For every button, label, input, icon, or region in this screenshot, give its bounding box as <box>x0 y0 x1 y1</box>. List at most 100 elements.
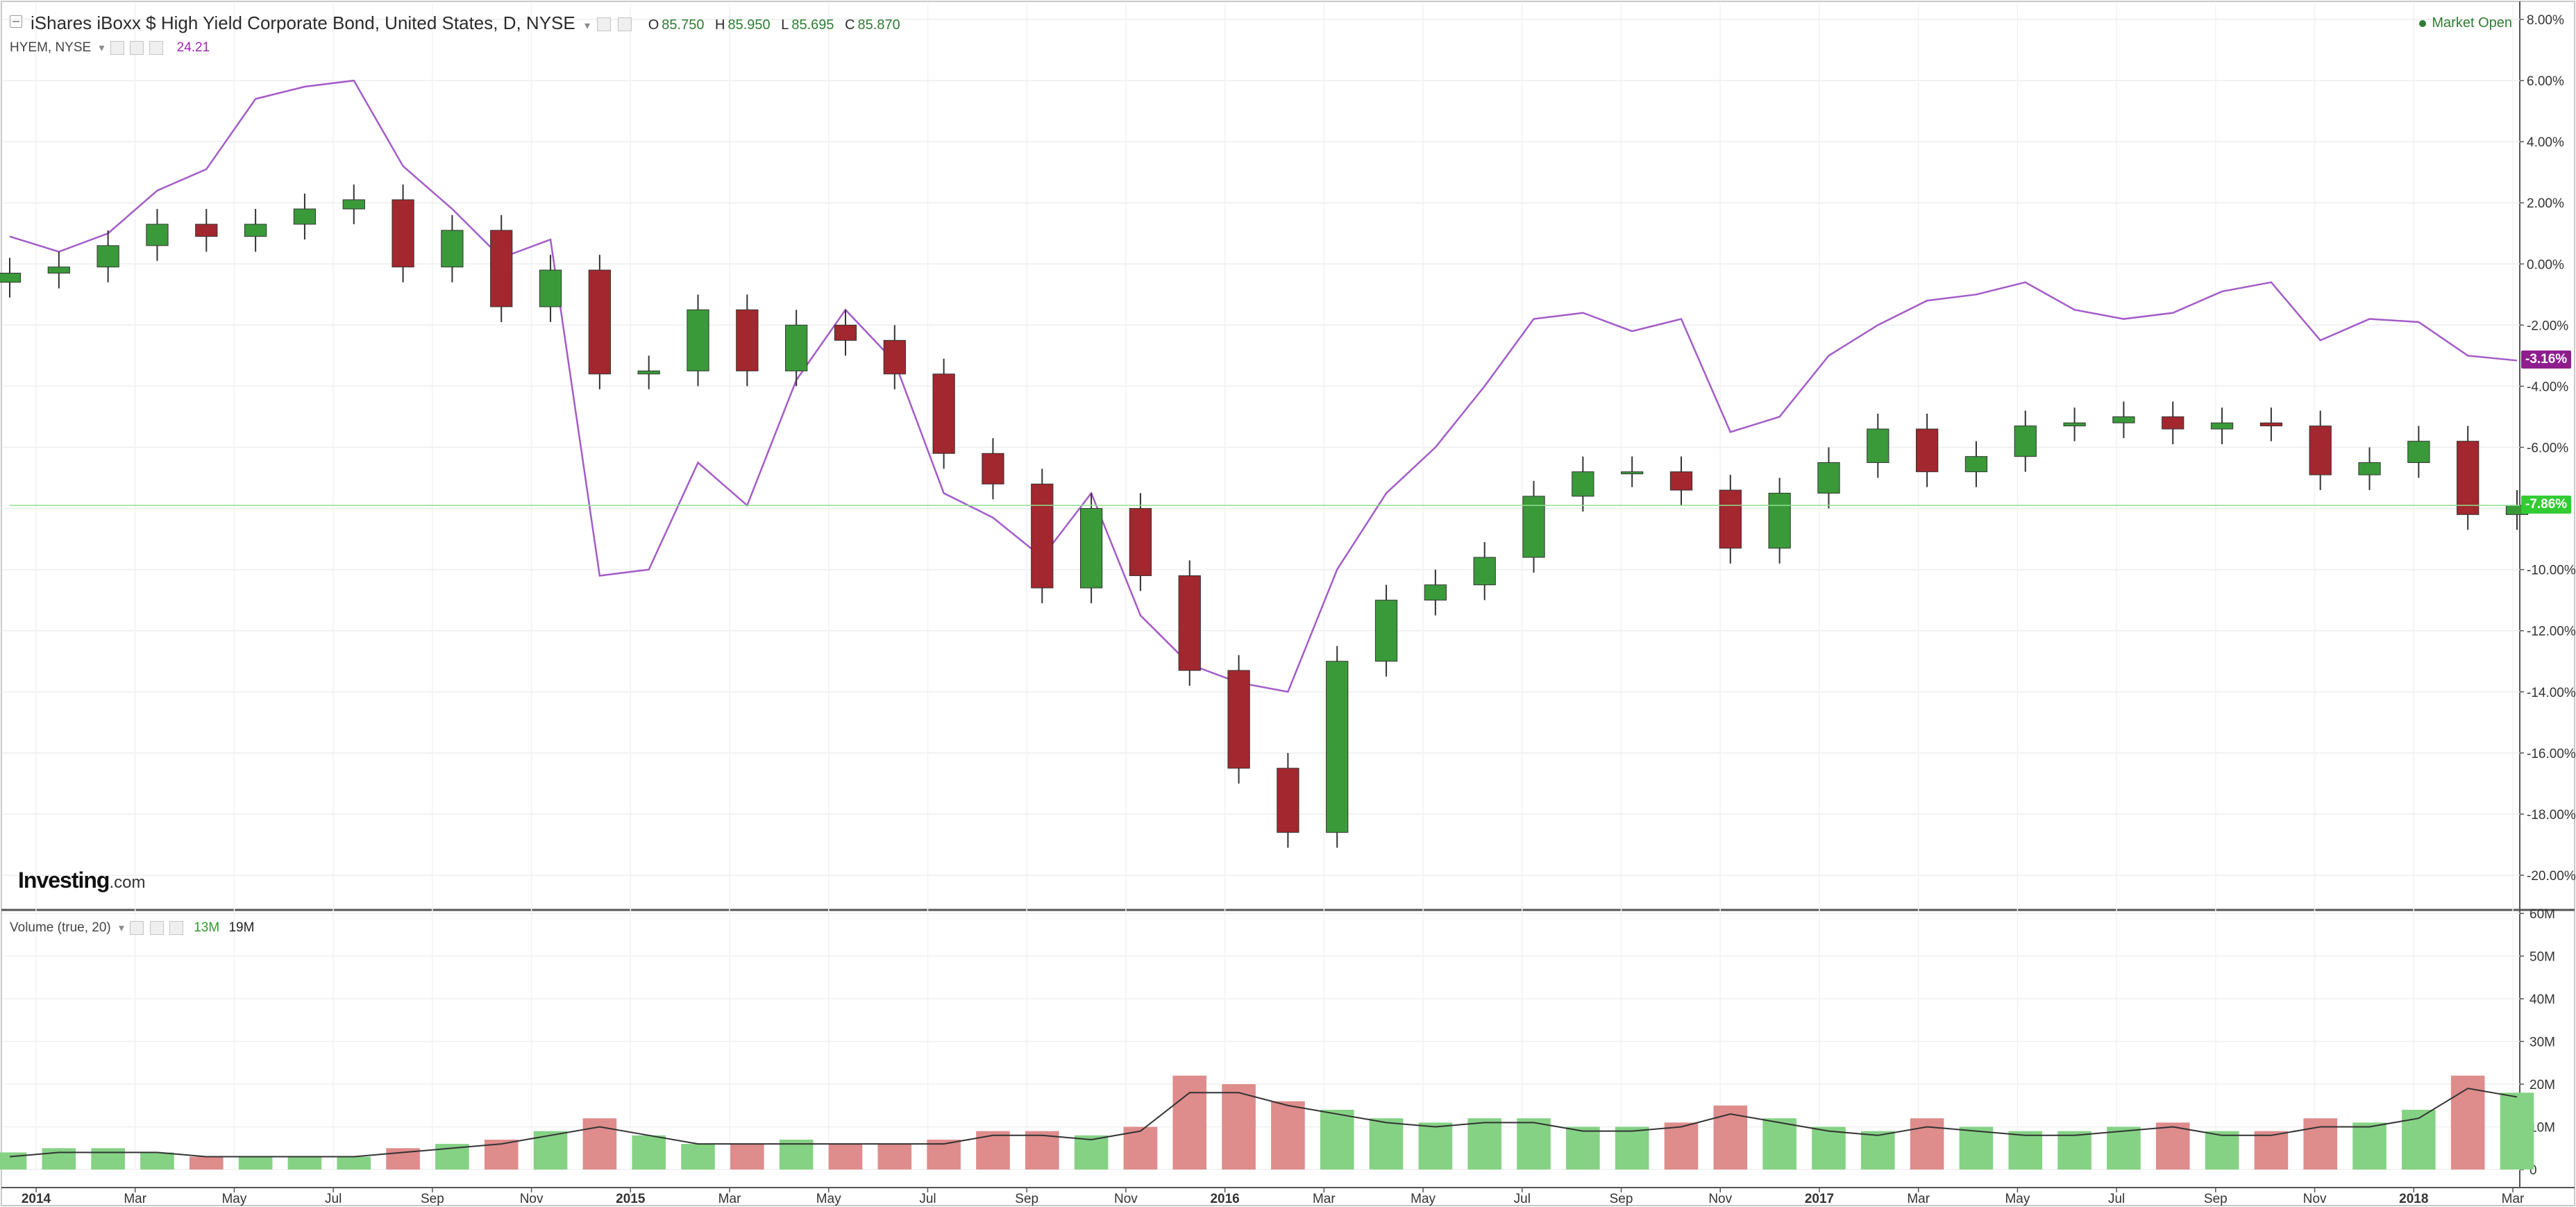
volume-bar <box>1860 1131 1895 1170</box>
candle-body <box>539 269 562 307</box>
volume-bar <box>189 1156 224 1170</box>
volume-tick-label: 0 <box>2529 1163 2537 1178</box>
hide-icon[interactable] <box>130 40 144 55</box>
price-tick-label: -20.00% <box>2527 869 2576 884</box>
time-tick-label: Jul <box>325 1192 342 1206</box>
price-tick-label: -2.00% <box>2527 319 2568 333</box>
volume-bar <box>1910 1118 1944 1170</box>
time-tick-label: Sep <box>421 1192 444 1206</box>
volume-bar <box>681 1144 715 1170</box>
candle-body <box>2014 425 2037 457</box>
candle-body <box>2457 441 2480 515</box>
logo-text: Investing <box>18 868 110 893</box>
status-dot-icon <box>2419 19 2427 27</box>
candle-body <box>1178 575 1201 671</box>
volume-label[interactable]: Volume (true, 20) <box>10 920 111 935</box>
close-icon[interactable] <box>169 920 183 935</box>
header-bar: iShares iBoxx $ High Yield Corporate Bon… <box>31 12 907 34</box>
volume-bar <box>2107 1126 2141 1170</box>
time-tick-label: Mar <box>124 1192 146 1206</box>
candle-body <box>1669 471 1693 491</box>
volume-bar <box>1664 1122 1699 1170</box>
volume-bar <box>877 1144 912 1170</box>
volume-bar <box>337 1156 371 1170</box>
candle-body <box>687 309 709 371</box>
time-tick-label: Jul <box>2108 1192 2125 1206</box>
time-tick-label: 2018 <box>2399 1192 2428 1206</box>
volume-bar <box>828 1144 863 1170</box>
time-tick-label: Nov <box>2303 1192 2327 1206</box>
volume-bar <box>2450 1075 2485 1170</box>
candle-body <box>1374 600 1398 662</box>
candle-body <box>834 324 857 341</box>
volume-bar <box>1025 1131 1059 1170</box>
candle-body <box>1817 462 1840 494</box>
candle-body <box>342 199 365 210</box>
high-value: 85.950 <box>727 17 771 33</box>
candle-body <box>883 339 906 375</box>
time-tick-label: Mar <box>2502 1192 2525 1206</box>
collapse-icon[interactable] <box>10 15 22 28</box>
symbol-title[interactable]: iShares iBoxx $ High Yield Corporate Bon… <box>31 12 575 33</box>
volume-bar <box>632 1135 666 1170</box>
candle-body <box>490 230 513 307</box>
candle-body <box>2210 422 2234 430</box>
price-tick-label: -14.00% <box>2527 686 2576 700</box>
price-tick-label: -12.00% <box>2527 625 2576 639</box>
volume-bar <box>2155 1122 2190 1170</box>
volume-bar <box>1369 1118 1404 1170</box>
candle-body <box>1079 508 1103 589</box>
time-tick-label: 2017 <box>1805 1192 1834 1206</box>
candle-body <box>1522 496 1545 558</box>
volume-bar <box>1418 1122 1453 1170</box>
candle-body <box>932 373 955 454</box>
time-tick-label: May <box>2005 1192 2030 1206</box>
volume-bar <box>927 1139 961 1170</box>
time-tick-label: May <box>1411 1192 1436 1206</box>
volume-tick-label: 40M <box>2529 993 2555 1007</box>
hide-icon[interactable] <box>149 920 164 935</box>
price-tick-label: -16.00% <box>2527 747 2576 761</box>
hyem-line <box>9 79 2518 693</box>
candle-body <box>982 453 1004 484</box>
candle-body <box>1768 493 1791 549</box>
candle-body <box>1129 508 1152 576</box>
volume-tick-label: 60M <box>2529 907 2555 922</box>
chevron-down-icon[interactable]: ▾ <box>119 922 125 934</box>
hide-icon[interactable] <box>618 17 632 32</box>
candle-body <box>785 324 808 371</box>
candle-body <box>1719 489 1742 549</box>
volume-legend: Volume (true, 20) ▾ 13M 19M <box>10 920 254 936</box>
low-label: L <box>781 17 789 33</box>
volume-bar <box>2205 1131 2239 1170</box>
settings-icon[interactable] <box>110 40 124 55</box>
time-tick-label: 2016 <box>1210 1192 1239 1206</box>
candle-body <box>1572 471 1594 497</box>
market-status: Market Open <box>2419 15 2512 31</box>
volume-tick-label: 30M <box>2529 1036 2555 1050</box>
chevron-down-icon[interactable]: ▾ <box>99 42 105 54</box>
time-tick-label: Jul <box>1514 1192 1531 1206</box>
close-icon[interactable] <box>149 40 164 55</box>
candle-body <box>1031 483 1054 589</box>
settings-icon[interactable] <box>597 17 612 32</box>
chevron-down-icon[interactable]: ▾ <box>584 20 591 32</box>
volume-bar <box>2254 1131 2289 1170</box>
candle-body <box>2407 441 2430 464</box>
ohlc-readout: O 85.750 H 85.950 L 85.695 C 85.870 <box>648 17 907 33</box>
time-tick-label: Nov <box>520 1192 544 1206</box>
volume-bar <box>1271 1101 1305 1170</box>
candle-body <box>1915 428 1939 473</box>
logo-suffix: .com <box>109 873 146 892</box>
candle-body <box>2112 416 2135 423</box>
price-tick-label: -6.00% <box>2527 441 2568 455</box>
low-value: 85.695 <box>791 17 834 33</box>
compare-symbol[interactable]: HYEM, NYSE <box>10 40 92 55</box>
volume-value-1: 13M <box>194 920 220 935</box>
time-tick-label: Sep <box>2204 1192 2228 1206</box>
time-tick-label: Mar <box>1907 1192 1930 1206</box>
candle-body <box>1424 584 1447 601</box>
price-tick-label: 6.00% <box>2527 74 2564 89</box>
settings-icon[interactable] <box>130 920 144 935</box>
